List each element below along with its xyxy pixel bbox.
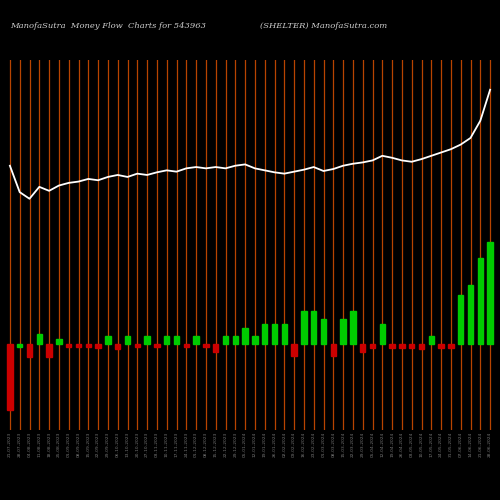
Text: (SHELTER) ManofaSutra.com: (SHELTER) ManofaSutra.com — [260, 22, 387, 30]
Bar — [17, 344, 22, 348]
Bar — [468, 284, 473, 344]
Bar — [370, 344, 375, 348]
Bar — [321, 319, 326, 344]
Bar — [56, 339, 62, 344]
Bar — [419, 344, 424, 350]
Bar — [390, 344, 395, 348]
Bar — [428, 336, 434, 344]
Text: ManofaSutra  Money Flow  Charts for 543963: ManofaSutra Money Flow Charts for 543963 — [10, 22, 206, 30]
Bar — [125, 336, 130, 344]
Bar — [96, 344, 101, 348]
Bar — [27, 344, 32, 358]
Bar — [252, 336, 258, 344]
Bar — [330, 344, 336, 356]
Bar — [184, 344, 189, 348]
Bar — [311, 311, 316, 344]
Bar — [272, 324, 277, 344]
Bar — [458, 294, 464, 344]
Bar — [86, 344, 91, 348]
Bar — [203, 344, 208, 348]
Bar — [282, 324, 287, 344]
Bar — [66, 344, 71, 348]
Bar — [105, 336, 110, 344]
Bar — [46, 344, 52, 358]
Bar — [262, 324, 268, 344]
Bar — [292, 344, 297, 356]
Bar — [164, 336, 170, 344]
Bar — [478, 258, 483, 344]
Bar — [154, 344, 160, 348]
Bar — [448, 344, 454, 348]
Bar — [7, 344, 12, 410]
Bar — [36, 334, 42, 344]
Bar — [409, 344, 414, 348]
Bar — [399, 344, 404, 348]
Bar — [213, 344, 218, 352]
Bar — [115, 344, 120, 350]
Bar — [223, 336, 228, 344]
Bar — [232, 336, 238, 344]
Bar — [340, 319, 346, 344]
Bar — [144, 336, 150, 344]
Bar — [350, 311, 356, 344]
Bar — [488, 242, 493, 344]
Bar — [242, 328, 248, 344]
Bar — [174, 336, 179, 344]
Bar — [76, 344, 81, 348]
Bar — [194, 336, 199, 344]
Bar — [360, 344, 366, 352]
Bar — [301, 311, 306, 344]
Bar — [438, 344, 444, 348]
Bar — [134, 344, 140, 348]
Bar — [380, 324, 385, 344]
